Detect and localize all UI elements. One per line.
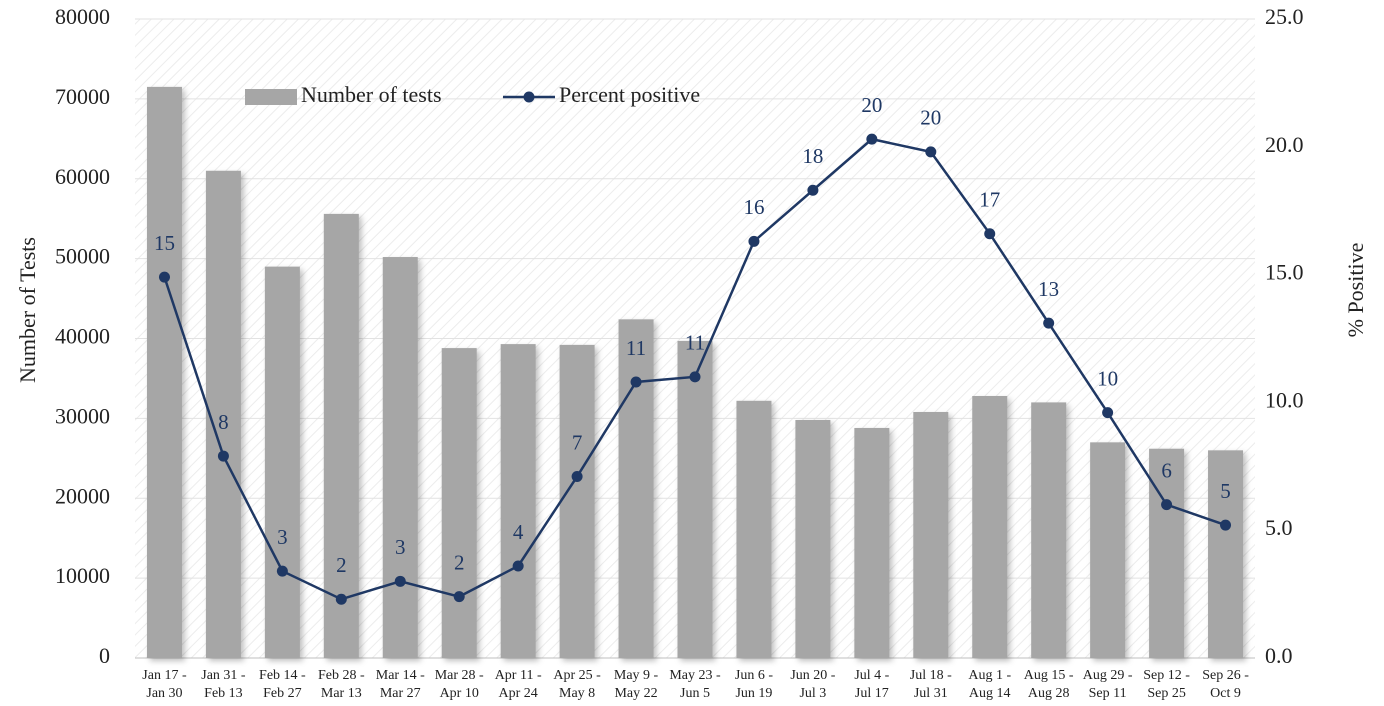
data-label: 4 <box>513 520 524 544</box>
y-tick-label: 30000 <box>55 403 110 428</box>
y-tick-label: 70000 <box>55 84 110 109</box>
bar <box>913 411 949 658</box>
data-label: 5 <box>1220 479 1231 503</box>
y-tick-label: 0 <box>99 643 110 668</box>
y-tick-label: 20000 <box>55 483 110 508</box>
data-label: 18 <box>802 144 823 168</box>
point <box>925 146 937 158</box>
x-tick-label: Jun 6 -Jun 19 <box>735 668 773 701</box>
point <box>453 591 465 603</box>
point <box>807 184 819 196</box>
data-label: 6 <box>1161 458 1172 482</box>
legend-label: Number of tests <box>301 82 442 107</box>
y2-tick-label: 20.0 <box>1265 132 1304 157</box>
x-tick-label: May 9 -May 22 <box>614 668 659 701</box>
bar <box>382 257 418 658</box>
legend-swatch <box>523 91 535 103</box>
bar <box>736 400 772 658</box>
x-tick-label: Jan 17 -Jan 30 <box>142 668 187 701</box>
data-label: 2 <box>336 553 347 577</box>
x-tick-label: Apr 11 -Apr 24 <box>495 668 542 701</box>
x-tick-label: Aug 1 -Aug 14 <box>968 668 1011 701</box>
y2-tick-label: 25.0 <box>1265 4 1304 29</box>
data-label: 7 <box>572 430 583 454</box>
point <box>335 593 347 605</box>
x-tick-label: Feb 14 -Feb 27 <box>259 668 306 701</box>
y2-axis-label: % Positive <box>1343 243 1368 338</box>
bar <box>1149 448 1185 658</box>
point <box>571 471 583 483</box>
data-label: 8 <box>218 410 229 434</box>
y2-tick-label: 0.0 <box>1265 643 1293 668</box>
point <box>1102 407 1114 419</box>
bar <box>1090 442 1126 658</box>
y-tick-label: 60000 <box>55 164 110 189</box>
x-tick-label: Feb 28 -Mar 13 <box>318 668 365 701</box>
data-label: 3 <box>277 525 288 549</box>
x-tick-label: Sep 26 -Oct 9 <box>1202 668 1249 701</box>
point <box>1220 519 1232 531</box>
point <box>1161 499 1173 511</box>
bar <box>205 170 241 658</box>
bar <box>500 344 536 658</box>
point <box>158 271 170 283</box>
point <box>689 371 701 383</box>
x-tick-label: Aug 15 -Aug 28 <box>1024 668 1074 701</box>
point <box>512 560 524 572</box>
bar <box>677 340 713 658</box>
x-tick-label: May 23 -Jun 5 <box>669 668 721 701</box>
data-label: 16 <box>743 195 764 219</box>
x-tick-label: Aug 29 -Sep 11 <box>1083 668 1133 701</box>
y-axis-label: Number of Tests <box>15 237 40 383</box>
bar <box>264 266 300 658</box>
data-label: 11 <box>685 331 705 355</box>
point <box>276 565 288 577</box>
bar <box>441 348 477 658</box>
x-tick-label: Jan 31 -Feb 13 <box>201 668 246 701</box>
point <box>630 376 642 388</box>
point <box>984 228 996 240</box>
x-tick-label: Mar 28 -Apr 10 <box>435 668 484 701</box>
y-tick-label: 80000 <box>55 4 110 29</box>
legend-swatch <box>245 89 297 105</box>
point <box>748 235 760 247</box>
data-label: 20 <box>861 93 882 117</box>
data-label: 15 <box>154 231 175 255</box>
data-label: 10 <box>1097 366 1118 390</box>
x-tick-label: Jul 18 -Jul 31 <box>910 668 952 701</box>
bar <box>854 427 890 658</box>
bar <box>146 86 182 659</box>
x-tick-label: Mar 14 -Mar 27 <box>376 668 425 701</box>
y-tick-label: 50000 <box>55 244 110 269</box>
data-label: 11 <box>626 336 646 360</box>
y-tick-label: 10000 <box>55 563 110 588</box>
y2-tick-label: 10.0 <box>1265 387 1304 412</box>
data-label: 13 <box>1038 277 1059 301</box>
x-tick-label: Sep 12 -Sep 25 <box>1143 668 1190 701</box>
bar <box>1031 402 1067 658</box>
y2-tick-label: 15.0 <box>1265 260 1304 285</box>
x-tick-label: Jun 20 -Jul 3 <box>790 668 835 701</box>
point <box>217 450 229 462</box>
x-tick-label: Jul 4 -Jul 17 <box>854 668 889 701</box>
y2-tick-label: 5.0 <box>1265 515 1293 540</box>
bar <box>559 344 595 658</box>
point <box>394 575 406 587</box>
x-tick-label: Apr 25 -May 8 <box>553 668 601 701</box>
bar <box>618 319 654 658</box>
point <box>866 133 878 145</box>
data-label: 3 <box>395 535 406 559</box>
bar <box>323 213 359 658</box>
bar <box>1208 450 1244 658</box>
bar <box>795 419 831 658</box>
data-label: 20 <box>920 106 941 130</box>
point <box>1043 317 1055 329</box>
bar <box>972 396 1008 658</box>
data-label: 2 <box>454 550 465 574</box>
legend-label: Percent positive <box>559 82 700 107</box>
data-label: 17 <box>979 188 1000 212</box>
y-tick-label: 40000 <box>55 324 110 349</box>
